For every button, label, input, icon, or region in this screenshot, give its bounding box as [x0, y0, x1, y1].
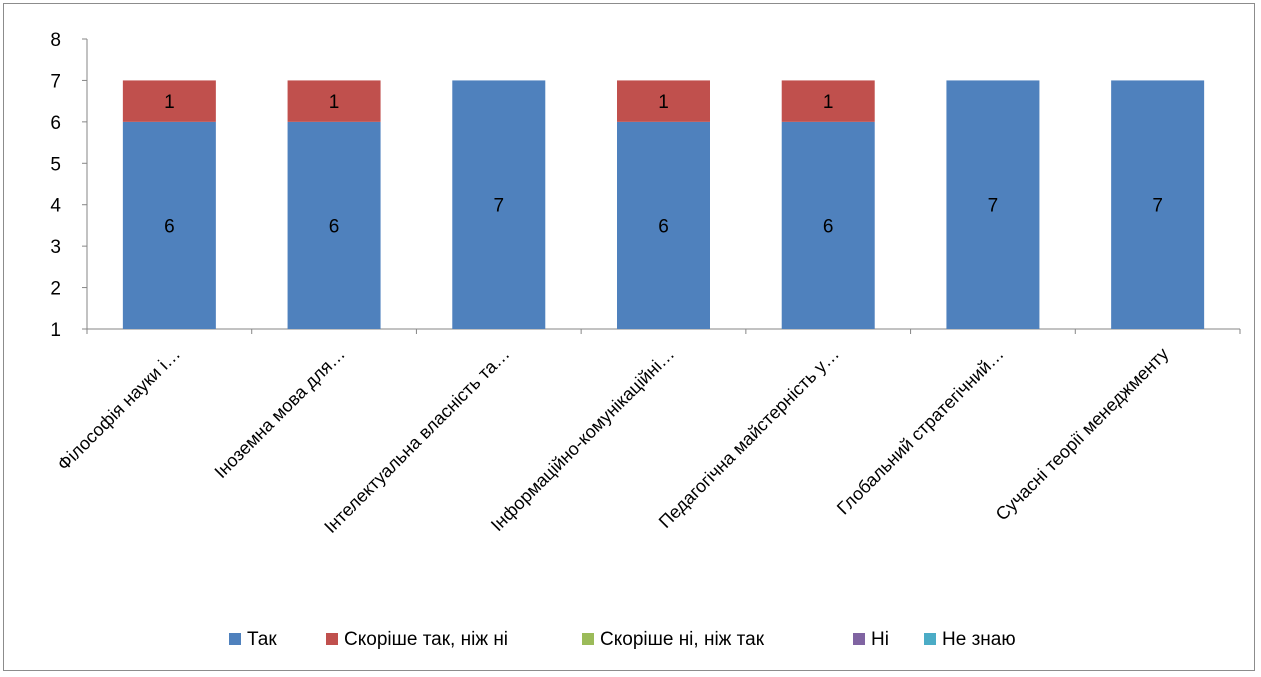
category-label: Сучасні теорії менеджменту — [992, 344, 1173, 525]
data-label: 6 — [164, 216, 175, 237]
data-label: 1 — [164, 92, 175, 113]
legend-label: Скоріше ні, ніж так — [600, 629, 765, 650]
legend: Так Скоріше так, ніж ні Скоріше ні, ніж та… — [229, 629, 1016, 650]
data-label: 6 — [823, 216, 834, 237]
data-label: 6 — [658, 216, 669, 237]
category-label: Педагогічна майстерність у… — [655, 344, 843, 532]
category-label: Іноземна мова для… — [211, 344, 349, 482]
data-label: 1 — [823, 92, 834, 113]
data-label: 6 — [329, 216, 340, 237]
legend-swatch — [924, 633, 936, 645]
legend-label: Так — [247, 629, 277, 650]
legend-swatch — [582, 633, 594, 645]
y-tick-label: 3 — [50, 237, 61, 258]
data-label: 1 — [658, 92, 669, 113]
category-label: Глобальний стратегічний… — [833, 344, 1008, 519]
legend-label: Не знаю — [942, 629, 1016, 650]
y-tick-label: 1 — [50, 320, 61, 341]
legend-swatch — [326, 633, 338, 645]
y-tick-label: 8 — [50, 30, 61, 51]
data-label: 1 — [329, 92, 340, 113]
legend-swatch — [853, 633, 865, 645]
data-label: 7 — [988, 196, 999, 217]
bars: 6 1 6 1 7 6 1 6 1 7 7 — [123, 80, 1204, 329]
category-label: Філософія науки і… — [53, 344, 184, 475]
category-label: Інформаційно-комунікаційні… — [487, 344, 678, 535]
y-tick-label: 5 — [50, 154, 61, 175]
legend-label: Ні — [871, 629, 889, 650]
legend-swatch — [229, 633, 241, 645]
legend-label: Скоріше так, ніж ні — [344, 629, 508, 650]
y-tick-label: 6 — [50, 113, 61, 134]
y-tick-label: 4 — [50, 196, 61, 217]
data-label: 7 — [493, 196, 504, 217]
category-label: Інтелектуальна власність та… — [320, 344, 513, 537]
category-labels: Філософія науки і… Іноземна мова для…Інте… — [53, 344, 1172, 537]
y-tick-label: 2 — [50, 279, 61, 300]
y-tick-label: 7 — [50, 71, 61, 92]
data-label: 7 — [1152, 196, 1163, 217]
